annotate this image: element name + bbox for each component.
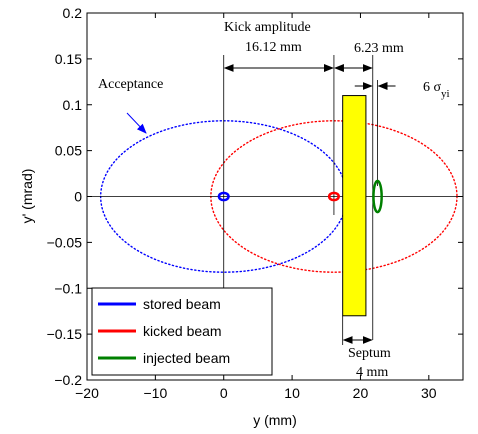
- y-tick-label: 0: [74, 189, 82, 205]
- legend-label-injected-beam: injected beam: [143, 350, 230, 366]
- y-tick-label: −0.2: [54, 372, 82, 388]
- x-tick-label: 30: [421, 385, 437, 401]
- y-axis-label: y' (mrad): [19, 169, 35, 224]
- septum-group: [342, 95, 367, 345]
- septum-rect: [342, 95, 367, 317]
- legend-label-kicked-beam: kicked beam: [143, 323, 222, 339]
- sigma-label: 6 σyi: [423, 80, 450, 100]
- kick-amplitude-value: 16.12 mm: [245, 40, 302, 55]
- septum-gap-label: 6.23 mm: [354, 41, 404, 56]
- acceptance-label: Acceptance: [98, 77, 163, 92]
- y-tick-label: −0.15: [47, 326, 83, 342]
- y-tick-label: 0.05: [55, 143, 82, 159]
- septum-width-label: 4 mm: [356, 365, 388, 380]
- legend-label-stored-beam: stored beam: [143, 296, 221, 312]
- y-tick-label: −0.05: [47, 234, 83, 250]
- axis-ticks: −20 −10 0 10 20 30 0.2 0.15 0.1 0.05 0 −0.05 −0.1 −0.…: [47, 5, 463, 401]
- injected-beam-marker: [372, 179, 383, 214]
- x-tick-label: −10: [143, 385, 167, 401]
- x-tick-label: 20: [353, 385, 369, 401]
- y-tick-label: −0.1: [54, 280, 82, 296]
- y-tick-label: 0.2: [63, 5, 83, 21]
- kick-amplitude-label: Kick amplitude: [224, 20, 311, 35]
- y-tick-label: 0.15: [55, 51, 82, 67]
- stored-beam-marker: [217, 191, 230, 202]
- x-tick-label: 10: [284, 385, 300, 401]
- septum-label: Septum: [348, 346, 391, 361]
- acceptance-pointer: [126, 112, 147, 134]
- annotations: Acceptance Kick amplitude 16.12 mm 6.23 …: [98, 20, 450, 380]
- y-tick-label: 0.1: [63, 97, 83, 113]
- beam-markers: [217, 179, 383, 214]
- kicked-beam-marker: [327, 191, 340, 202]
- x-tick-label: −20: [75, 385, 99, 401]
- x-tick-label: 0: [220, 385, 228, 401]
- legend: stored beam kicked beam injected beam: [91, 287, 273, 376]
- x-axis-label: y (mm): [253, 412, 297, 428]
